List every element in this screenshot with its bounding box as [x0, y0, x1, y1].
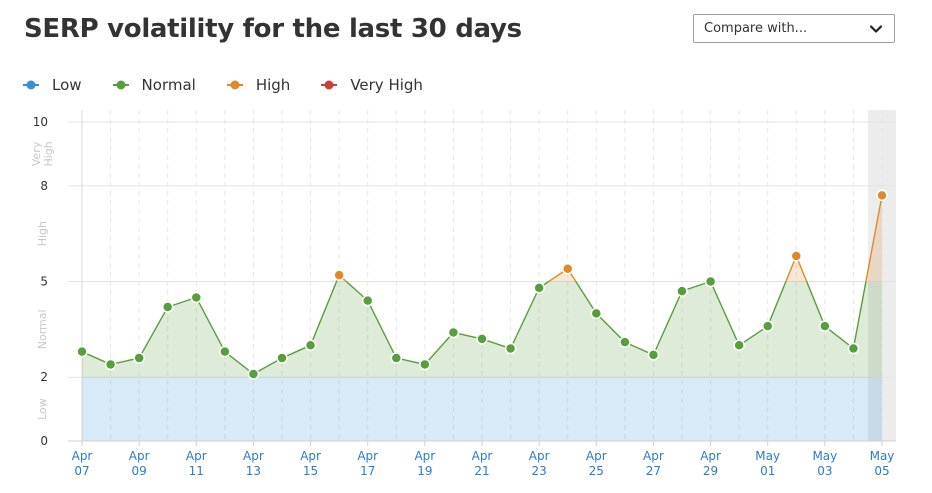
data-point: [333, 269, 345, 281]
x-tick-label-day: 11: [189, 464, 204, 478]
x-tick-label-day: 17: [360, 464, 375, 478]
area-band-low: [82, 377, 882, 441]
data-point: [76, 345, 88, 358]
zone-label-normal: Normal: [36, 309, 49, 349]
legend-label-low: Low: [52, 76, 82, 94]
x-tick-label-month: Apr: [586, 449, 607, 463]
x-tick-label-day: 13: [246, 464, 261, 478]
data-point: [647, 349, 660, 361]
x-tick-label-month: Apr: [414, 449, 435, 463]
zone-label-high: High: [36, 221, 49, 246]
data-point: [819, 320, 831, 332]
x-tick-label-month: Apr: [129, 449, 150, 463]
zone-label-text: Very: [30, 141, 43, 166]
data-point: [561, 262, 574, 275]
x-tick-label-month: May: [870, 449, 895, 463]
compare-dropdown-label: Compare with...: [704, 21, 808, 36]
legend-item-normal[interactable]: Normal: [112, 76, 196, 94]
legend-label-very-high: Very High: [350, 76, 423, 94]
y-tick-label: 10: [33, 115, 48, 129]
y-tick-label: 8: [40, 179, 48, 193]
x-tick-label-day: 23: [532, 464, 547, 478]
data-point: [219, 345, 231, 358]
x-tick-label-day: 29: [703, 464, 718, 478]
x-tick-label-day: 27: [646, 464, 661, 478]
x-tick-label-day: 07: [74, 464, 89, 478]
legend-item-low[interactable]: Low: [22, 76, 82, 94]
zone-label-text: High: [42, 141, 55, 166]
data-point: [190, 291, 203, 304]
legend-label-high: High: [255, 76, 291, 94]
zone-label-text: Normal: [36, 309, 49, 349]
x-tick-label-day: 09: [132, 464, 147, 478]
data-point: [504, 342, 517, 355]
data-point: [733, 339, 745, 352]
x-tick-label-month: Apr: [700, 449, 721, 463]
data-point: [790, 250, 803, 262]
y-tick-label: 5: [40, 275, 48, 289]
x-tick-label-day: 05: [874, 464, 889, 478]
x-tick-label-day: 25: [589, 464, 604, 478]
x-tick-label-day: 19: [417, 464, 432, 478]
data-point: [276, 352, 288, 364]
data-point: [104, 358, 117, 371]
data-point: [304, 339, 317, 352]
zone-label-low: Low: [36, 398, 49, 420]
x-tick-label-month: May: [755, 449, 780, 463]
data-point: [133, 352, 145, 364]
legend-marker-normal: [112, 80, 129, 90]
data-point: [533, 282, 545, 294]
x-tick-label-month: May: [812, 449, 837, 463]
data-point: [361, 294, 374, 307]
data-point: [390, 352, 403, 364]
data-point: [419, 358, 431, 371]
compare-dropdown[interactable]: Compare with...: [693, 14, 895, 43]
area-band-normal: [82, 281, 882, 378]
chart-legend: Low Normal High Very High: [22, 76, 453, 94]
x-tick-label-month: Apr: [643, 449, 664, 463]
data-point: [619, 336, 631, 348]
data-point: [447, 326, 460, 339]
zone-label-very-high: Very High: [30, 141, 55, 166]
y-tick-label: 0: [40, 434, 48, 448]
data-point: [704, 275, 717, 288]
data-point: [847, 342, 860, 355]
x-tick-label-month: Apr: [243, 449, 264, 463]
x-tick-label-month: Apr: [472, 449, 493, 463]
x-tick-label-month: Apr: [529, 449, 550, 463]
data-point: [590, 307, 603, 320]
legend-label-normal: Normal: [141, 76, 196, 94]
x-tick-label-day: 21: [474, 464, 489, 478]
data-point: [476, 333, 488, 345]
x-tick-label-month: Apr: [72, 449, 93, 463]
page-title: SERP volatility for the last 30 days: [24, 14, 522, 44]
data-point: [876, 189, 888, 202]
data-point: [247, 368, 260, 380]
zone-label-text: Low: [36, 398, 49, 420]
legend-marker-low: [23, 80, 39, 90]
legend-item-high[interactable]: High: [226, 76, 290, 94]
x-tick-label-month: Apr: [186, 449, 207, 463]
y-tick-label: 2: [40, 370, 48, 384]
x-tick-label-day: 03: [817, 464, 832, 478]
zone-label-text: High: [36, 221, 49, 246]
data-point: [761, 320, 774, 332]
legend-item-very-high[interactable]: Very High: [320, 76, 423, 94]
x-tick-label-month: Apr: [300, 449, 321, 463]
x-tick-label-day: 01: [760, 464, 775, 478]
chevron-down-icon: [869, 24, 883, 33]
x-tick-label-day: 15: [303, 464, 318, 478]
data-point: [161, 301, 174, 313]
data-point: [676, 285, 688, 297]
legend-marker-high: [226, 80, 243, 90]
legend-marker-very-high: [321, 80, 338, 90]
x-tick-label-month: Apr: [357, 449, 378, 463]
